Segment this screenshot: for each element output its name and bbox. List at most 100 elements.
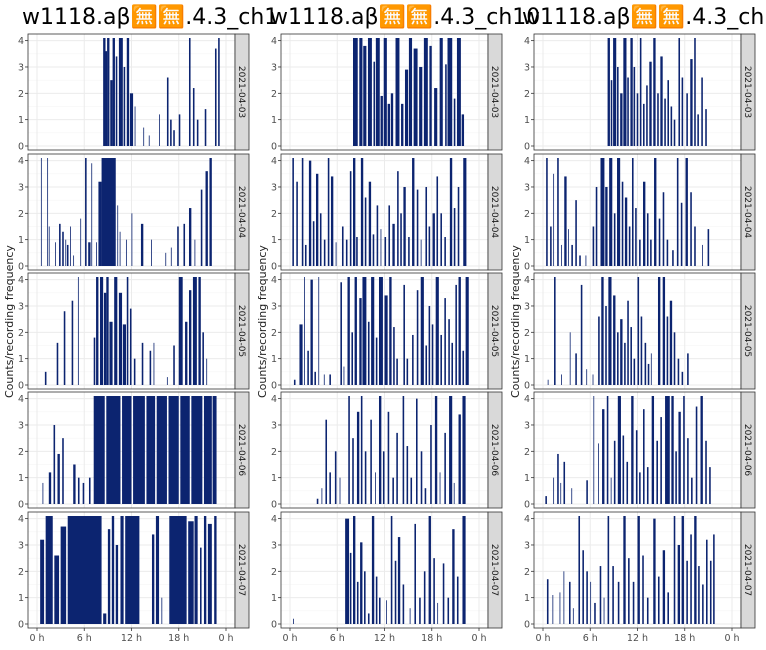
- y-tick-label: 0: [524, 142, 530, 153]
- activity-bar: [362, 277, 367, 385]
- activity-bar: [301, 158, 304, 266]
- activity-bar: [188, 38, 191, 146]
- activity-bar: [665, 396, 670, 504]
- activity-bar: [429, 45, 432, 146]
- activity-bar: [403, 186, 406, 266]
- x-tick-label: 12 h: [121, 633, 142, 644]
- activity-bar: [392, 223, 395, 266]
- activity-bar: [590, 581, 592, 624]
- activity-bar: [91, 163, 93, 266]
- activity-bar: [627, 300, 629, 385]
- x-tick-label: 18 h: [674, 633, 695, 644]
- activity-bar: [428, 226, 431, 266]
- y-tick-label: 0: [524, 620, 530, 631]
- activity-bar: [706, 539, 708, 624]
- activity-bar: [606, 396, 609, 504]
- activity-bar: [431, 324, 434, 385]
- activity-bar: [458, 414, 461, 504]
- activity-bar: [705, 109, 707, 146]
- facet-strip-label: 2021-04-05: [489, 305, 499, 357]
- y-tick-label: 3: [271, 182, 277, 193]
- y-tick-label: 4: [524, 156, 530, 167]
- activity-bar: [430, 424, 432, 504]
- activity-bar: [384, 237, 387, 266]
- activity-bar: [673, 119, 676, 146]
- facet-strip-label: 2021-04-03: [236, 66, 246, 118]
- activity-bar: [352, 438, 354, 504]
- activity-bar: [45, 516, 53, 624]
- y-tick-label: 3: [524, 182, 530, 193]
- x-tick-label: 0 h: [535, 633, 550, 644]
- activity-bar: [453, 482, 455, 504]
- activity-bar: [646, 213, 649, 266]
- activity-bar: [209, 158, 212, 266]
- activity-bar: [67, 516, 102, 624]
- facet-strip-label: 2021-04-03: [489, 66, 499, 118]
- activity-bar: [709, 467, 711, 504]
- y-tick-label: 2: [524, 567, 530, 578]
- y-tick-label: 4: [271, 394, 277, 405]
- y-tick-label: 2: [18, 209, 24, 220]
- activity-bar: [593, 396, 595, 504]
- activity-bar: [155, 516, 160, 624]
- activity-bar: [371, 277, 375, 385]
- activity-bar: [367, 613, 370, 624]
- activity-bar: [453, 208, 456, 266]
- y-tick-label: 3: [524, 62, 530, 73]
- activity-bar: [123, 66, 126, 146]
- activity-bar: [204, 109, 207, 146]
- activity-bar: [643, 181, 646, 266]
- y-tick-label: 0: [18, 620, 24, 631]
- activity-bar: [644, 342, 647, 385]
- activity-bar: [653, 518, 656, 624]
- activity-bar: [353, 158, 356, 266]
- activity-bar: [101, 158, 116, 266]
- activity-bar: [622, 435, 625, 504]
- activity-bar: [561, 374, 562, 385]
- activity-bar: [191, 396, 203, 504]
- activity-bar: [371, 516, 375, 624]
- activity-bar: [115, 56, 118, 146]
- x-tick-label: 6 h: [330, 633, 345, 644]
- activity-bar: [546, 158, 548, 266]
- activity-bar: [88, 242, 91, 266]
- activity-bar: [356, 581, 359, 624]
- activity-bar: [73, 464, 76, 504]
- activity-bar: [627, 77, 629, 146]
- activity-bar: [392, 477, 394, 504]
- activity-bar: [48, 472, 52, 504]
- activity-bar: [650, 239, 652, 266]
- activity-bar: [143, 127, 145, 146]
- activity-bar: [630, 327, 632, 385]
- activity-bar: [402, 584, 405, 624]
- activity-bar: [156, 396, 167, 504]
- activity-bar: [414, 523, 416, 624]
- y-tick-label: 0: [18, 262, 24, 273]
- facet-strip: [234, 33, 250, 151]
- activity-bar: [47, 158, 49, 266]
- facet-strip-label: 2021-04-06: [489, 424, 499, 477]
- activity-bar: [432, 213, 435, 266]
- activity-bar: [125, 239, 127, 266]
- activity-bar: [636, 93, 639, 146]
- activity-bar: [296, 181, 298, 266]
- activity-bar: [364, 451, 367, 504]
- activity-bar: [409, 608, 411, 624]
- activity-bar: [183, 223, 186, 266]
- activity-bar: [713, 534, 715, 624]
- facet-strip-label: 2021-04-05: [236, 305, 246, 357]
- y-tick-label: 2: [524, 447, 530, 458]
- facet-strip: [487, 391, 503, 509]
- y-tick-label: 3: [524, 420, 530, 431]
- y-tick-label: 1: [271, 115, 277, 126]
- activity-bar: [378, 396, 382, 504]
- activity-bar: [71, 300, 74, 385]
- activity-bar: [462, 350, 465, 385]
- activity-bar: [416, 189, 419, 266]
- activity-bar: [445, 64, 447, 146]
- activity-bar: [412, 334, 414, 385]
- activity-bar: [691, 477, 693, 504]
- activity-bar: [177, 226, 179, 266]
- activity-bar: [666, 239, 669, 266]
- x-tick-label: 18 h: [168, 633, 189, 644]
